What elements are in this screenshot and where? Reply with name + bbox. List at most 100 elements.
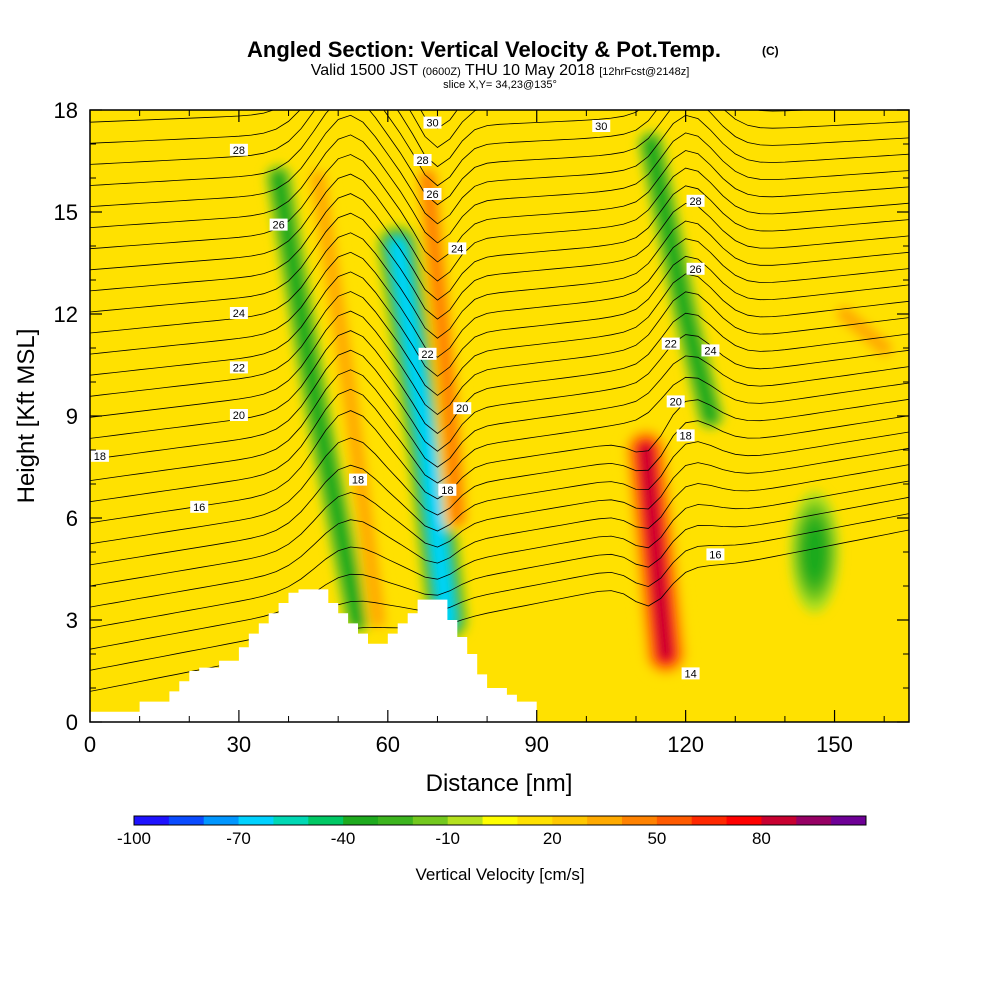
x-tick-label: 120 [667,732,704,757]
x-axis: 0 30 60 90 120 150 [84,110,885,757]
colorbar-swatch [343,816,379,825]
colorbar-swatch [726,816,762,825]
colorbar-swatch [168,816,205,825]
contour-label: 20 [233,410,245,422]
contour-label: 18 [352,475,364,487]
y-axis-label: Height [Kft MSL] [13,329,40,504]
y-tick-label: 0 [66,710,78,735]
colorbar-title: Vertical Velocity [cm/s] [415,865,584,884]
colorbar-frame [133,815,867,826]
subtitle-valid: Valid 1500 JST [311,62,419,79]
isentrope-line [90,273,909,397]
velocity-band [639,443,673,661]
colorbar-tick-label: -40 [331,829,356,848]
contour-label-bg [666,395,685,408]
isentrope-line [90,291,909,418]
subtitle-utc: (0600Z) [422,66,461,78]
velocity-band [421,171,464,525]
isentrope-line [90,150,909,263]
colorbar-swatch [203,816,240,825]
contour-label-bg [706,548,725,561]
colorbar-swatch [587,816,623,825]
contour-label-bg [229,307,248,319]
colorbar-swatch [308,816,344,825]
contour-label-bg [229,361,248,374]
colorbar: -100 -70 -40 -10 20 50 80 [117,815,867,848]
colorbar-tick-label: -100 [117,829,151,848]
contour-label-bg [269,218,288,231]
velocity-band [311,171,385,627]
contour-label-bg [90,449,109,462]
isentrope-line [90,312,909,439]
contour-label: 28 [689,196,701,208]
velocity-field-background [90,110,909,722]
colorbar-tick-label: -10 [435,829,460,848]
chart-subtitle: Valid 1500 JST (0600Z) THU 10 May 2018 [… [311,62,690,79]
colorbar-swatch [517,816,553,825]
contour-label: 26 [272,220,284,232]
isentrope-line [90,447,909,587]
colorbar-swatch [412,816,449,825]
isentrope-line [90,114,909,225]
x-tick-label: 150 [816,732,853,757]
isentrope-line [90,431,909,566]
colorbar-tick-label: -70 [226,829,251,848]
contour-label: 30 [595,121,607,133]
colorbar-swatch [796,816,832,825]
contour-label: 26 [426,189,438,201]
contour-label-bg [686,262,705,275]
contour-label-bg [681,667,700,680]
velocity-cell [802,523,827,581]
contour-label: 18 [94,451,106,463]
colorbar-swatch [447,816,484,825]
contour-label-bg [229,409,248,421]
contour-label: 24 [233,308,245,320]
contour-label: 14 [684,668,696,680]
isentrope-line [90,480,909,629]
contour-label-bg [676,429,695,442]
isentrope-line [90,496,909,650]
y-tick-label: 15 [54,200,78,225]
potential-temperature-contours [90,110,909,692]
velocity-band [391,239,454,627]
isentrope-line [90,167,909,282]
velocity-band [644,137,717,423]
contour-label: 20 [456,403,468,415]
isentrope-line [90,110,479,149]
colorbar-tick-label: 20 [543,829,562,848]
colorbar-swatch [273,816,309,825]
contour-label-bg [453,402,472,415]
contour-label: 28 [233,145,245,157]
contour-label-bg [438,483,457,496]
contour-label: 24 [451,243,463,255]
contour-label-bg [592,120,611,132]
colorbar-swatch [482,816,518,825]
isentrope-line [90,132,909,244]
y-tick-label: 3 [66,608,78,633]
chart-title-group: Angled Section: Vertical Velocity & Pot.… [247,37,779,91]
terrain-profile [90,589,537,722]
chart-subtitle-slice: slice X,Y= 34,23@135° [443,79,557,91]
colorbar-swatch [378,816,414,825]
contour-label: 16 [709,549,721,561]
isentrope-line [90,464,909,608]
x-tick-label: 60 [376,732,400,757]
colorbar-swatch [134,816,170,825]
isentrope-line [90,238,909,358]
isentrope-line [90,355,909,481]
contour-label-bg [190,500,209,513]
velocity-field [264,130,896,678]
x-tick-label: 0 [84,732,96,757]
isentrope-line [90,415,909,545]
contour-label: 22 [665,339,677,351]
contour-label-bg [418,347,437,360]
isentrope-line [90,513,909,671]
contour-label-bg [413,154,432,166]
isentrope-line [90,255,909,377]
y-tick-label: 12 [54,302,78,327]
y-tick-label: 9 [66,404,78,429]
subtitle-date: THU 10 May 2018 [465,62,595,79]
x-axis-label: Distance [nm] [426,770,573,797]
isentrope-line [90,202,909,320]
